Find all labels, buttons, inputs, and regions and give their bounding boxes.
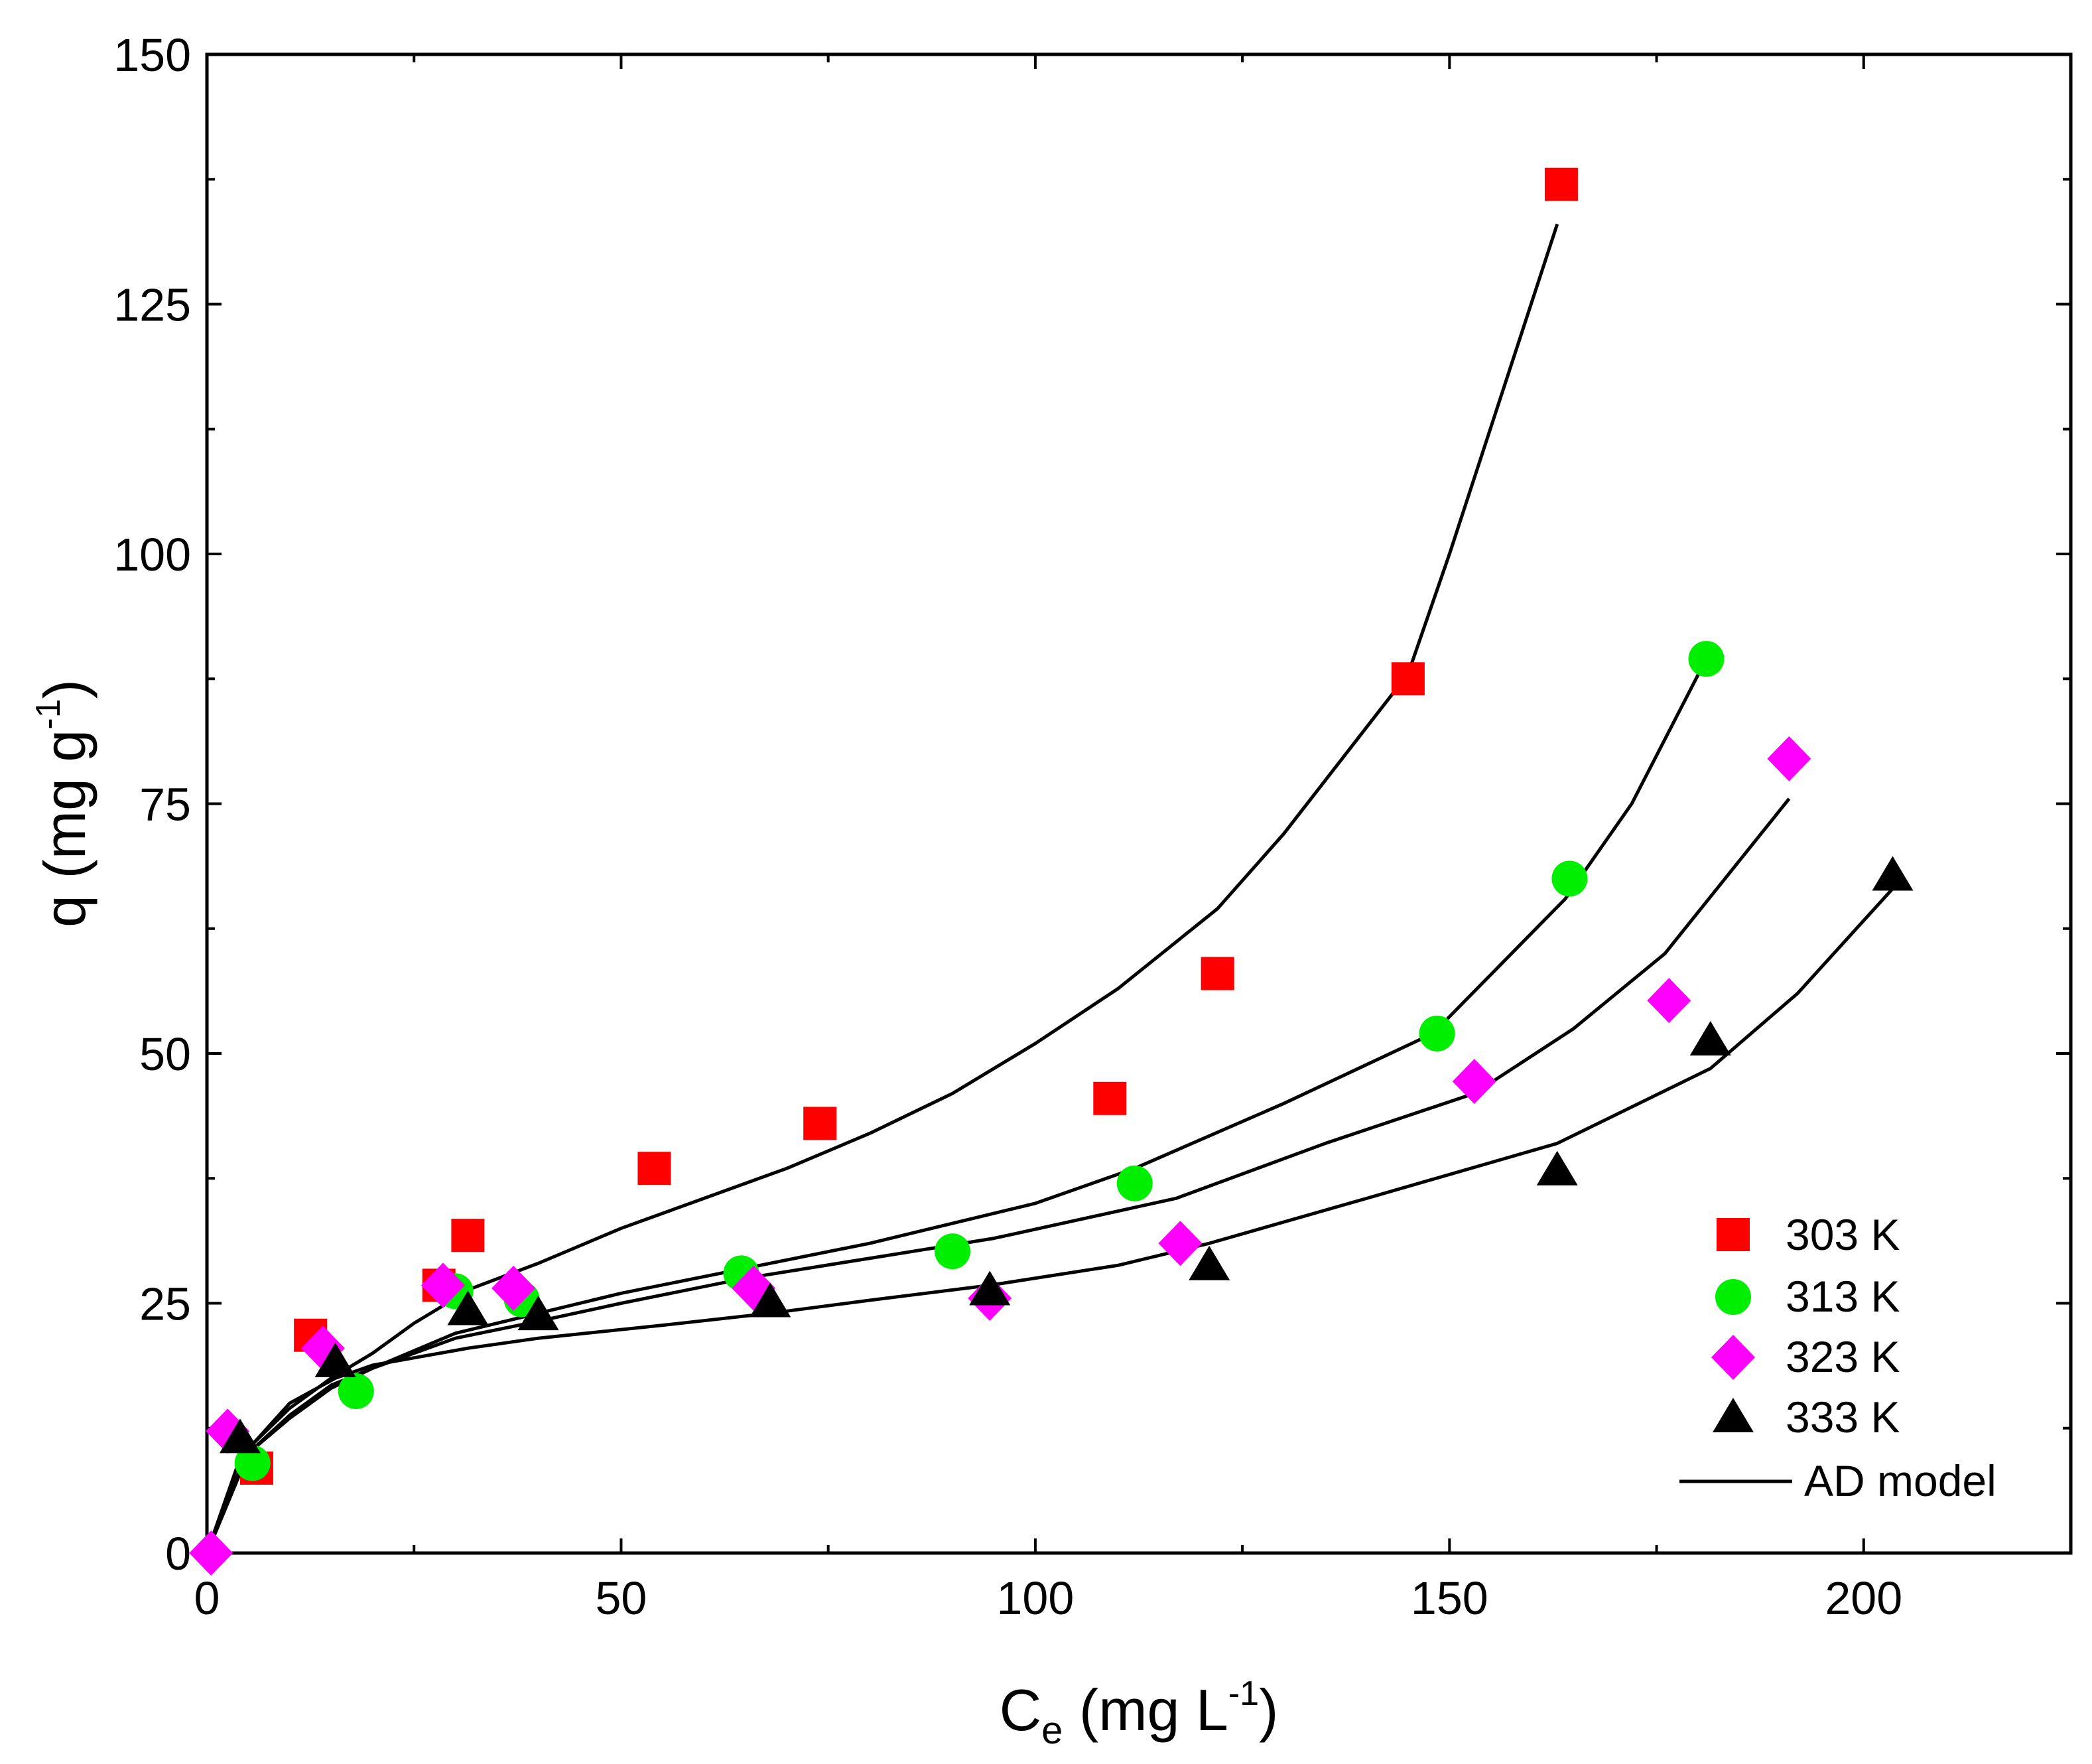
point-303k <box>803 1107 837 1140</box>
point-313k <box>338 1373 374 1410</box>
point-333k <box>1872 856 1914 891</box>
y-tick-label: 100 <box>113 529 191 580</box>
point-323k <box>491 1265 536 1311</box>
point-333k <box>1189 1245 1230 1280</box>
point-313k <box>1551 860 1588 897</box>
point-303k <box>1201 957 1234 990</box>
point-303k <box>451 1219 485 1253</box>
tick-labels: 0 50 100 150 200 0 25 50 75 100 125 150 <box>113 29 1902 1624</box>
legend-marker-323 <box>1711 1335 1755 1380</box>
y-tick-label: 25 <box>139 1278 191 1330</box>
x-axis-title-unit: (mg L <box>1063 1677 1228 1743</box>
legend-label-model: AD model <box>1804 1456 1996 1505</box>
x-axis-title-sub: e <box>1041 1709 1063 1752</box>
x-tick-label: 50 <box>596 1572 647 1624</box>
y-axis-title-sup: -1 <box>29 699 68 729</box>
y-tick-label: 75 <box>139 779 191 831</box>
data-markers <box>189 167 1914 1576</box>
legend-label-303: 303 K <box>1786 1210 1900 1259</box>
point-333k <box>750 1282 791 1318</box>
point-303k <box>1093 1081 1127 1115</box>
x-tick-label: 150 <box>1411 1572 1488 1624</box>
y-tick-label: 0 <box>165 1528 191 1580</box>
point-333k <box>969 1270 1011 1306</box>
x-tick-label: 100 <box>996 1572 1074 1624</box>
point-333k <box>314 1342 356 1377</box>
x-axis-title-close: ) <box>1259 1677 1278 1743</box>
legend-marker-313 <box>1715 1279 1751 1315</box>
point-323k <box>1158 1221 1203 1266</box>
point-303k <box>1391 662 1425 696</box>
point-323k <box>1767 736 1811 781</box>
point-313k <box>1116 1165 1153 1201</box>
x-axis-title-sup: -1 <box>1228 1674 1259 1713</box>
x-tick-label: 200 <box>1825 1572 1902 1624</box>
y-tick-label: 50 <box>139 1028 191 1080</box>
point-333k <box>517 1296 559 1331</box>
point-323k <box>1647 978 1691 1024</box>
point-323k <box>421 1262 465 1308</box>
model-line-313k <box>205 657 1708 1554</box>
x-axis-title-main: C <box>1000 1677 1042 1743</box>
legend: 303 K 313 K 323 K 333 K AD model <box>1679 1210 1996 1505</box>
legend-label-333: 333 K <box>1786 1392 1900 1442</box>
axis-ticks <box>206 53 2071 1554</box>
y-axis-title-main: q (mg g <box>32 730 98 927</box>
point-313k <box>1688 641 1725 677</box>
point-303k <box>637 1152 671 1186</box>
point-333k <box>1689 1020 1731 1055</box>
point-333k <box>1536 1150 1578 1186</box>
y-tick-label: 125 <box>113 279 191 331</box>
point-303k <box>1544 167 1578 201</box>
point-323k <box>1452 1059 1496 1105</box>
model-line-333k <box>205 887 1894 1554</box>
legend-marker-303 <box>1717 1218 1750 1251</box>
point-323k <box>189 1530 233 1576</box>
x-axis-title: Ce (mg L-1) <box>1000 1674 1279 1752</box>
legend-label-313: 313 K <box>1786 1272 1900 1321</box>
y-axis-title-close: ) <box>32 679 98 699</box>
point-313k <box>1419 1015 1455 1052</box>
point-333k <box>219 1418 261 1454</box>
y-tick-label: 150 <box>113 29 191 81</box>
point-333k <box>447 1290 489 1325</box>
point-313k <box>234 1445 271 1481</box>
legend-marker-333 <box>1713 1398 1754 1432</box>
x-tick-label: 0 <box>194 1572 220 1624</box>
point-313k <box>935 1233 970 1270</box>
y-axis-title: q (mg g-1) <box>29 679 98 927</box>
legend-label-323: 323 K <box>1786 1332 1900 1381</box>
